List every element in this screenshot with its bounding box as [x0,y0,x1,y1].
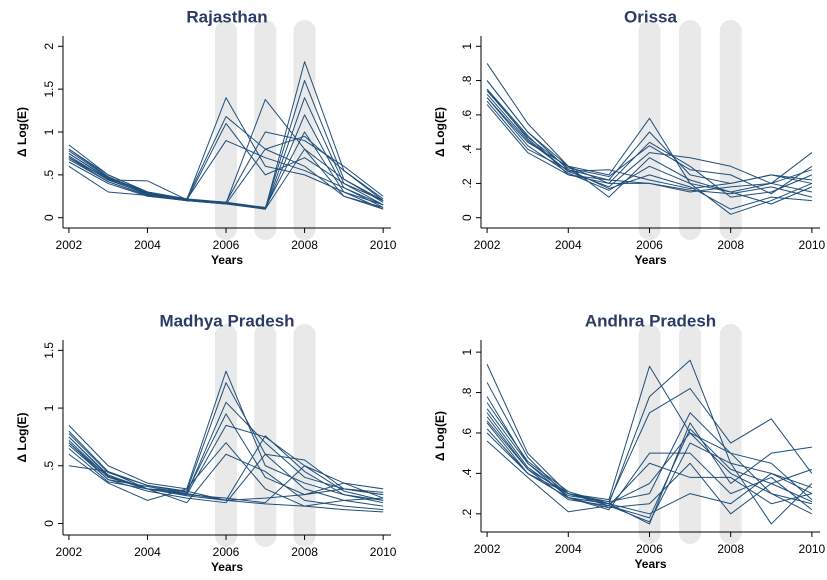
x-tick-label: 2008 [717,238,744,252]
panel: 0 .5 1 1.5 2002 2004 2006 2008 2010 Madhya Prades… [15,311,397,574]
series-line [68,413,384,496]
x-tick-label: 2010 [370,238,397,252]
y-tick-label: 1.5 [42,342,56,359]
panel-title: Andhra Pradesh [585,311,716,330]
shaded-band [215,20,238,240]
shaded-band [719,20,742,240]
y-tick-label: 1 [42,404,56,411]
series-line [68,382,384,507]
series-line [486,408,812,525]
x-tick-label: 2008 [291,545,318,559]
x-tick-label: 2008 [291,238,318,252]
y-tick-label: .4 [460,144,474,154]
y-tick-label: 1.5 [42,80,56,97]
series-line [486,80,813,205]
shaded-band [293,324,316,547]
series-line [486,416,813,525]
x-tick-label: 2002 [56,545,83,559]
y-tick-label: .4 [460,468,474,478]
x-tick-label: 2008 [717,542,744,556]
series-line [68,436,384,511]
series-line [486,420,813,519]
shaded-band [679,324,702,544]
series-line [68,444,384,504]
panel-title: Madhya Pradesh [159,311,294,330]
series-line [486,364,813,505]
x-tick-label: 2002 [474,542,501,556]
x-tick-label: 2010 [370,545,397,559]
x-tick-label: 2006 [213,238,240,252]
y-tick-label: .8 [460,387,474,397]
shaded-band [254,20,277,240]
panel: 0 .2 .4 .6 .8 1 2002 2004 2006 2008 2010 Orissa Year… [433,7,825,267]
y-tick-label: .2 [460,178,474,188]
y-tick-label: .2 [460,508,474,518]
shaded-band [293,20,316,240]
panel: .2 .4 .6 .8 1 2002 2004 2006 2008 2010 Andhra Prad… [433,311,825,571]
y-tick-label: 1 [460,43,474,50]
shaded-band [679,20,702,240]
series-line [68,140,384,206]
y-axis-label: Δ Log(E) [15,413,29,463]
y-axis-label: Δ Log(E) [15,107,29,157]
panel-title: Rajasthan [186,7,267,26]
series-line [486,88,813,198]
series-line [486,440,813,513]
x-tick-label: 2004 [134,545,161,559]
y-axis-label: Δ Log(E) [433,411,447,461]
series-line [486,104,813,198]
series-line [68,135,384,205]
series-line [486,97,813,215]
x-tick-label: 2004 [555,238,582,252]
x-axis-label: Years [634,557,666,571]
shaded-band [215,324,238,547]
x-tick-label: 2004 [555,542,582,556]
y-tick-label: .5 [42,170,56,180]
series-line [486,422,813,515]
series-line [486,432,813,511]
shaded-band [638,324,661,544]
series-line [68,401,384,496]
series-line [486,88,812,190]
x-tick-label: 2002 [56,238,83,252]
y-tick-label: 0 [42,214,56,221]
x-tick-label: 2002 [474,238,501,252]
x-tick-label: 2004 [134,238,161,252]
x-axis-label: Years [211,560,243,574]
series-line [68,448,384,504]
y-tick-label: 0 [460,214,474,221]
x-tick-label: 2006 [636,542,663,556]
shaded-band [719,324,742,544]
series-line [68,98,384,204]
series-line [486,359,813,505]
series-line [486,412,813,503]
panel-title: Orissa [624,7,677,26]
x-tick-label: 2010 [799,542,826,556]
y-tick-label: 2 [42,43,56,50]
series-line [68,442,384,507]
series-line [486,63,813,193]
x-tick-label: 2006 [213,545,240,559]
y-tick-label: .6 [460,110,474,120]
panel: 0 .5 1 1.5 2 2002 2004 2006 2008 2010 Rajasthan Yea… [15,7,397,267]
y-tick-label: .6 [460,428,474,438]
series-line [68,122,384,202]
x-axis-label: Years [211,253,243,267]
y-tick-label: .5 [42,460,56,470]
series-line [486,402,813,515]
y-tick-label: .8 [460,75,474,85]
series-line [486,388,813,503]
y-tick-label: 1 [42,128,56,135]
y-axis-label: Δ Log(E) [433,107,447,157]
x-tick-label: 2006 [636,238,663,252]
series-line [486,100,812,210]
x-axis-label: Years [634,253,666,267]
y-tick-label: 0 [42,520,56,527]
series-line [486,90,813,195]
y-tick-label: 1 [460,348,474,355]
series-line [68,131,384,203]
x-tick-label: 2010 [799,238,826,252]
